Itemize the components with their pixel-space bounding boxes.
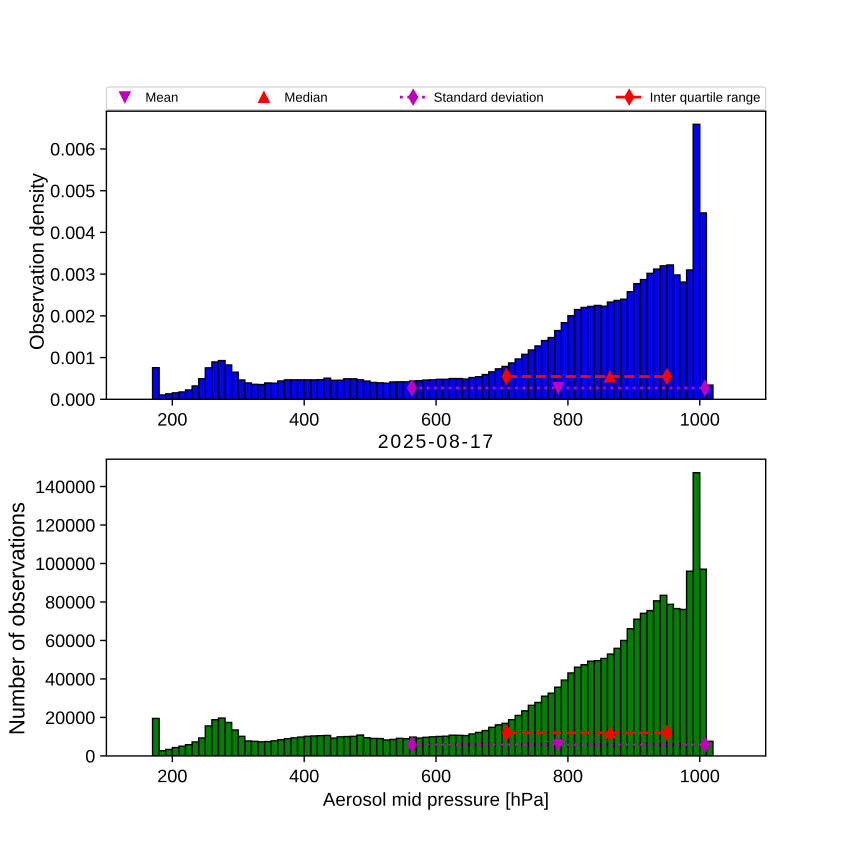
- svg-text:2025-08-17: 2025-08-17: [378, 431, 495, 453]
